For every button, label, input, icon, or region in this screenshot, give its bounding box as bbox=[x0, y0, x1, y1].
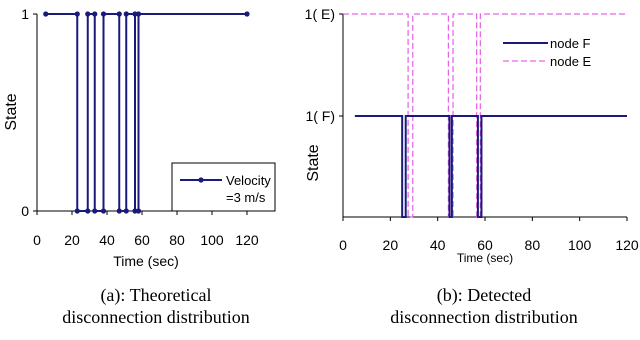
chart-a-data-point bbox=[92, 208, 98, 214]
chart-b-x-tick-label: 20 bbox=[383, 237, 399, 253]
chart-a-data-point bbox=[123, 208, 129, 214]
chart-a-data-point bbox=[100, 208, 107, 214]
chart-a-data-point bbox=[85, 11, 91, 17]
chart-b-series-line-node-f bbox=[354, 115, 627, 218]
chart-a-legend: Velocity =3 m/s bbox=[171, 162, 276, 212]
chart-b-x-tick-label: 40 bbox=[430, 237, 446, 253]
chart-b-x-axis-label: Time (sec) bbox=[457, 251, 513, 265]
chart-b-legend: node F node E bbox=[503, 36, 592, 69]
chart-a-x-tick-label: 40 bbox=[99, 232, 115, 248]
caption-b-line1: (b): Detected bbox=[436, 285, 532, 305]
chart-a-data-point bbox=[116, 208, 122, 214]
chart-b-x-tick-label: 80 bbox=[525, 237, 541, 253]
chart-a-data-point bbox=[85, 208, 91, 214]
chart-b-x-tick-label: 0 bbox=[339, 237, 347, 253]
caption-a: (a): Theoretical disconnection distribut… bbox=[6, 284, 306, 328]
caption-b-line2: disconnection distribution bbox=[390, 307, 578, 327]
chart-a-data-point bbox=[123, 11, 129, 17]
chart-a-x-axis-label: Time (sec) bbox=[113, 253, 179, 269]
chart-a-x-tick-label: 120 bbox=[235, 232, 259, 248]
chart-a-y-tick-label: 0 bbox=[21, 203, 29, 219]
chart-a-x-tick-label: 80 bbox=[169, 232, 185, 248]
chart-a-data-point bbox=[116, 11, 122, 17]
chart-b-y-tick-label: 1( F) bbox=[305, 108, 335, 124]
chart-a-y-axis-label: State bbox=[3, 93, 20, 130]
chart-a-data-point bbox=[74, 208, 80, 214]
chart-a-legend-box bbox=[171, 162, 276, 212]
chart-a-legend-marker bbox=[198, 177, 204, 183]
caption-a-line2: disconnection distribution bbox=[62, 307, 250, 327]
chart-a-x-tick-label: 100 bbox=[200, 232, 224, 248]
chart-b-y-axis-label: State bbox=[305, 144, 322, 181]
chart-b-y-tick-label: 1( E) bbox=[305, 6, 335, 22]
chart-a-data-point bbox=[135, 208, 142, 214]
chart-a-data-point bbox=[135, 11, 142, 17]
chart-b-x-tick-label: 120 bbox=[615, 237, 639, 253]
chart-b-x-tick-label: 100 bbox=[568, 237, 592, 253]
caption-a-line1: (a): Theoretical bbox=[100, 285, 212, 305]
chart-a-data-point bbox=[244, 11, 250, 17]
chart-b-x-tick-label: 60 bbox=[477, 237, 493, 253]
caption-b: (b): Detected disconnection distribution bbox=[334, 284, 634, 328]
chart-a-x-tick-label: 0 bbox=[33, 232, 41, 248]
chart-b-legend-label-node-e: node E bbox=[550, 54, 592, 69]
chart-a-x-tick-label: 20 bbox=[64, 232, 80, 248]
chart-b: 1( E) 1( F) 0 20 40 60 80 100 120 State Time (s… bbox=[305, 6, 639, 265]
chart-a-data-point bbox=[92, 11, 98, 17]
chart-b-legend-label-node-f: node F bbox=[550, 36, 591, 51]
chart-a-x-tick-label: 60 bbox=[134, 232, 150, 248]
chart-a-y-tick-label: 1 bbox=[21, 6, 29, 22]
chart-a-data-point bbox=[100, 11, 107, 17]
chart-a-legend-label-line2: =3 m/s bbox=[226, 190, 266, 205]
chart-a-legend-label-line1: Velocity bbox=[226, 173, 271, 188]
chart-a: 01 0 20 40 60 80 100 120 State Time (sec) Velo… bbox=[3, 6, 276, 269]
chart-a-data-point bbox=[43, 11, 49, 17]
chart-a-data-point bbox=[74, 11, 80, 17]
